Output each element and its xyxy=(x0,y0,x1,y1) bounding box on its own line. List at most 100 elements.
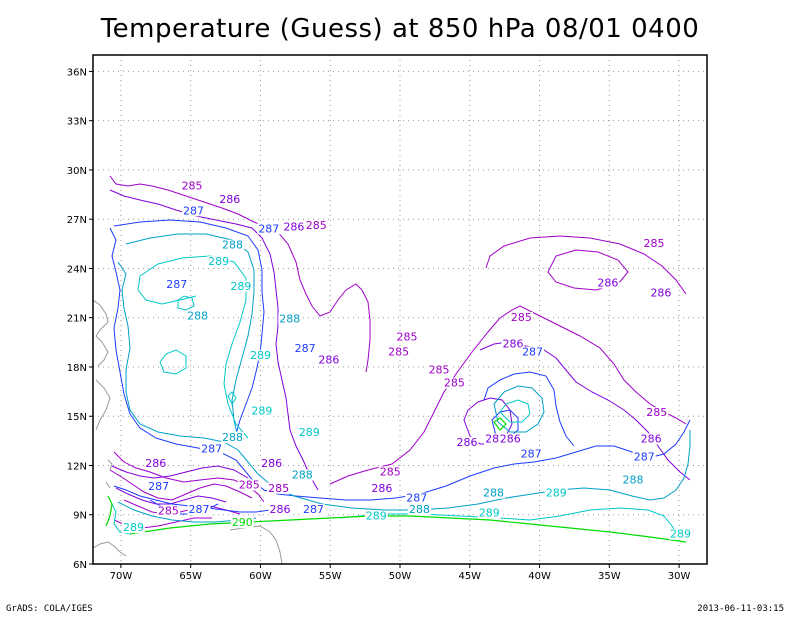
coast-west-upper xyxy=(93,299,109,367)
map-title: Temperature (Guess) at 850 hPa 08/01 040… xyxy=(100,14,700,44)
contour-label-bg xyxy=(668,528,692,540)
x-tick-label: 30W xyxy=(668,571,691,582)
contour-label-bg xyxy=(304,220,328,232)
coast-islands xyxy=(105,459,113,489)
contour-label: 285 xyxy=(182,180,203,193)
contour-label-bg xyxy=(509,311,533,323)
contour-label: 288 xyxy=(222,431,243,444)
contour-label-bg xyxy=(187,504,211,516)
contour-label: 287 xyxy=(166,278,187,291)
x-tick-label: 40W xyxy=(528,571,551,582)
contour-label: 288 xyxy=(222,239,243,252)
contour-label: 286 xyxy=(456,436,477,449)
contour-label: 289 xyxy=(546,487,567,500)
footer-timestamp: 2013-06-11-03:15 xyxy=(697,604,784,614)
contour-label: 289 xyxy=(251,405,272,418)
x-tick-label: 70W xyxy=(110,571,133,582)
contour-label-bg xyxy=(645,407,669,419)
contour-label-bg xyxy=(427,364,451,376)
contour-label-bg xyxy=(207,256,231,268)
x-tick-label: 60W xyxy=(249,571,272,582)
axis-ticks: 70W 65W 60W 55W 50W 45W 40W 35W 30W 6N 9N 12N 15N 18N… xyxy=(67,67,691,582)
contour-label: 285 xyxy=(643,237,664,250)
contour-label: 286 xyxy=(650,286,671,299)
y-tick-label: 24N xyxy=(67,264,87,275)
contour-label: 289 xyxy=(299,426,320,439)
contour-label-bg xyxy=(519,448,543,460)
contour-label-bg xyxy=(442,377,466,389)
contour-label-bg xyxy=(180,180,204,192)
contour-label-bg xyxy=(267,482,291,494)
contour-label: 289 xyxy=(123,521,144,534)
contour-label: 286 xyxy=(283,221,304,234)
contour-label: 289 xyxy=(479,506,500,519)
contour-290 xyxy=(105,417,687,543)
contour-label: 287 xyxy=(201,442,222,455)
contour-label: 286 xyxy=(597,277,618,290)
contour-label: 285 xyxy=(444,377,465,390)
contour-label: 288 xyxy=(279,313,300,326)
contour-label-bg xyxy=(147,481,171,493)
contour-label-bg xyxy=(387,346,411,358)
contour-label: 287 xyxy=(303,503,324,516)
contour-label-bg xyxy=(144,458,168,470)
x-tick-label: 45W xyxy=(458,571,481,582)
y-tick-label: 33N xyxy=(67,117,87,128)
contour-label: 286 xyxy=(318,354,339,367)
contour-label-bg xyxy=(317,354,341,366)
contour-label-bg xyxy=(257,223,281,235)
contour-label: 288 xyxy=(623,474,644,487)
x-tick-label: 55W xyxy=(319,571,342,582)
contour-label: 285 xyxy=(239,478,260,491)
contour-label-bg xyxy=(455,436,479,448)
x-tick-label: 65W xyxy=(179,571,202,582)
contour-label-bg xyxy=(221,239,245,251)
y-tick-label: 6N xyxy=(73,560,87,571)
contour-label: 288 xyxy=(292,469,313,482)
contour-label-bg xyxy=(230,517,254,529)
contour-label-bg xyxy=(200,443,224,455)
contour-label-bg xyxy=(229,280,253,292)
contour-label: 290 xyxy=(232,516,253,529)
contour-label-bg xyxy=(293,343,317,355)
contour-label-bg xyxy=(642,238,666,250)
contour-label-bg xyxy=(501,338,525,350)
contour-label: 287 xyxy=(148,480,169,493)
contour-label-bg xyxy=(632,451,656,463)
contour-label: 285 xyxy=(396,331,417,344)
contour-label: 286 xyxy=(145,457,166,470)
contour-label-bg xyxy=(395,331,419,343)
contour-label-bg xyxy=(268,504,292,516)
contour-label: 285 xyxy=(429,364,450,377)
contour-label: 287 xyxy=(634,451,655,464)
contour-label-bg xyxy=(218,193,242,205)
y-tick-label: 30N xyxy=(67,166,87,177)
contour-label-bg xyxy=(260,458,284,470)
contour-label: 285 xyxy=(380,465,401,478)
contour-label-bg xyxy=(181,205,205,217)
y-tick-label: 27N xyxy=(67,215,87,226)
contour-label-bg xyxy=(165,279,189,291)
contour-label-bg xyxy=(364,510,388,522)
contour-label: 285 xyxy=(306,219,327,232)
contour-label: 287 xyxy=(183,204,204,217)
contour-label: 287 xyxy=(521,447,542,460)
contour-label: 285 xyxy=(158,505,179,518)
coast-caribbean xyxy=(95,379,111,431)
contour-label: 28 xyxy=(485,432,499,445)
contour-label: 286 xyxy=(269,503,290,516)
contour-label-bg xyxy=(278,313,302,325)
contour-label-bg xyxy=(481,487,505,499)
x-tick-label: 35W xyxy=(598,571,621,582)
contour-label-bg xyxy=(121,522,145,534)
contour-label: 286 xyxy=(219,193,240,206)
contour-label-bg xyxy=(370,482,394,494)
contour-label-bg xyxy=(221,431,245,443)
contour-label: 286 xyxy=(500,432,521,445)
contour-label-bg xyxy=(521,346,545,358)
contour-label-bg xyxy=(405,492,429,504)
contour-label: 287 xyxy=(258,222,279,235)
contour-label-bg xyxy=(290,469,314,481)
